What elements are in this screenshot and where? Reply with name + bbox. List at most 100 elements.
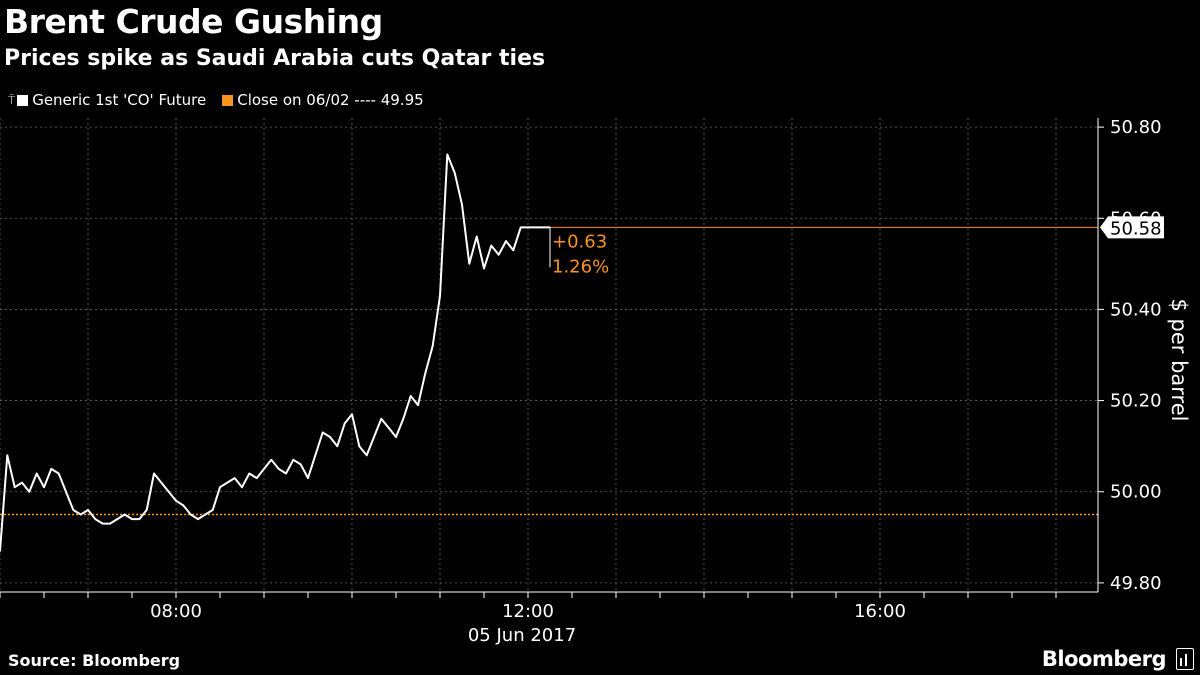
grid bbox=[0, 118, 1098, 592]
series-point bbox=[387, 427, 390, 429]
series-point bbox=[541, 226, 544, 229]
x-tick-label: 16:00 bbox=[854, 601, 906, 622]
brand-logo: Bloomberg bbox=[1041, 647, 1167, 671]
series-point bbox=[153, 472, 155, 475]
series-point bbox=[431, 345, 434, 347]
series-point bbox=[534, 226, 537, 229]
series-point bbox=[549, 226, 551, 229]
y-tick-label: 50.80 bbox=[1110, 117, 1162, 138]
series-point bbox=[94, 518, 97, 520]
series-point bbox=[145, 509, 148, 511]
source-note: Source: Bloomberg bbox=[8, 651, 181, 670]
series-point bbox=[219, 486, 221, 488]
series-point bbox=[299, 463, 302, 466]
legend-swatch-reference bbox=[222, 94, 234, 106]
series-point bbox=[446, 153, 449, 156]
legend-label-series: Generic 1st 'CO' Future bbox=[32, 91, 207, 109]
series-point bbox=[28, 490, 31, 493]
series-point bbox=[329, 436, 331, 438]
x-tick-label: 12:00 bbox=[502, 601, 554, 622]
series-point bbox=[490, 244, 493, 247]
x-axis-label: 05 Jun 2017 bbox=[468, 625, 576, 646]
series-point bbox=[497, 253, 500, 256]
legend-item-series: ⍑ Generic 1st 'CO' Future bbox=[8, 91, 206, 109]
series-line bbox=[0, 153, 550, 552]
series-point bbox=[527, 226, 529, 229]
series-point bbox=[167, 490, 170, 493]
series-point bbox=[189, 513, 192, 516]
y-axis-label: $ per barrel bbox=[1167, 299, 1191, 422]
last-value-tag bbox=[1100, 216, 1164, 239]
series-point bbox=[101, 522, 104, 525]
series-point bbox=[277, 468, 280, 470]
y-tick-label: 50.00 bbox=[1110, 482, 1162, 503]
series-point bbox=[197, 518, 199, 520]
y-tick-label: 49.80 bbox=[1110, 573, 1162, 594]
series-point bbox=[65, 490, 67, 493]
x-tick-label: 08:00 bbox=[150, 601, 202, 622]
series-point bbox=[226, 481, 229, 484]
series-point bbox=[0, 550, 1, 552]
axis-layer: 50.8050.6050.4050.2050.0049.8008:0012:00… bbox=[0, 117, 1164, 622]
legend: ⍑ Generic 1st 'CO' Future Close on 06/02… bbox=[8, 91, 440, 109]
series-point bbox=[307, 477, 309, 479]
chart-subtitle: Prices spike as Saudi Arabia cuts Qatar … bbox=[4, 46, 546, 71]
series-point bbox=[270, 459, 273, 461]
y-tick-label: 50.40 bbox=[1110, 299, 1162, 320]
series-layer bbox=[0, 153, 551, 552]
series-point bbox=[453, 171, 456, 174]
series-point bbox=[417, 404, 419, 406]
series-point bbox=[43, 486, 45, 488]
series-point bbox=[116, 518, 119, 520]
series-point bbox=[402, 418, 405, 420]
series-point bbox=[248, 472, 251, 475]
series-point bbox=[380, 418, 383, 420]
legend-swatch-series bbox=[17, 94, 29, 106]
series-point bbox=[79, 513, 82, 516]
series-point bbox=[138, 518, 141, 520]
series-point bbox=[292, 459, 295, 461]
series-point bbox=[461, 203, 463, 206]
series-point bbox=[35, 472, 38, 475]
series-point bbox=[241, 486, 243, 488]
series-point bbox=[160, 481, 163, 484]
series-point bbox=[233, 477, 236, 479]
series-point bbox=[358, 445, 361, 447]
series-point bbox=[424, 372, 427, 375]
series-point bbox=[519, 226, 522, 229]
series-point bbox=[483, 267, 485, 270]
series-point bbox=[175, 500, 177, 502]
annotation-change: +0.63 bbox=[552, 231, 607, 252]
series-point bbox=[131, 518, 133, 520]
series-point bbox=[351, 413, 353, 416]
series-point bbox=[475, 235, 478, 238]
series-point bbox=[204, 513, 207, 516]
ohlc-icon: ⍑ bbox=[8, 92, 16, 107]
series-point bbox=[109, 522, 111, 525]
series-point bbox=[395, 436, 397, 438]
series-point bbox=[211, 509, 214, 511]
series-point bbox=[505, 240, 507, 242]
series-point bbox=[87, 509, 89, 511]
series-point bbox=[13, 486, 16, 488]
series-point bbox=[263, 468, 265, 470]
series-point bbox=[6, 454, 9, 457]
series-point bbox=[314, 454, 317, 457]
series-point bbox=[365, 454, 368, 457]
legend-item-reference: Close on 06/02 ---- 49.95 bbox=[222, 91, 424, 109]
series-point bbox=[439, 294, 441, 297]
series-point bbox=[285, 472, 287, 475]
y-tick-label: 50.20 bbox=[1110, 391, 1162, 412]
chart-title: Brent Crude Gushing bbox=[4, 2, 383, 41]
series-point bbox=[50, 468, 53, 470]
annotation-percent: 1.26% bbox=[552, 256, 609, 277]
series-point bbox=[57, 472, 60, 475]
series-point bbox=[409, 395, 412, 397]
series-point bbox=[468, 263, 471, 265]
series-point bbox=[373, 436, 375, 438]
series-point bbox=[343, 422, 346, 425]
series-point bbox=[512, 249, 515, 251]
reference-layer: +0.63 1.26% bbox=[0, 226, 1098, 516]
last-value-label: 50.58 bbox=[1110, 218, 1162, 239]
